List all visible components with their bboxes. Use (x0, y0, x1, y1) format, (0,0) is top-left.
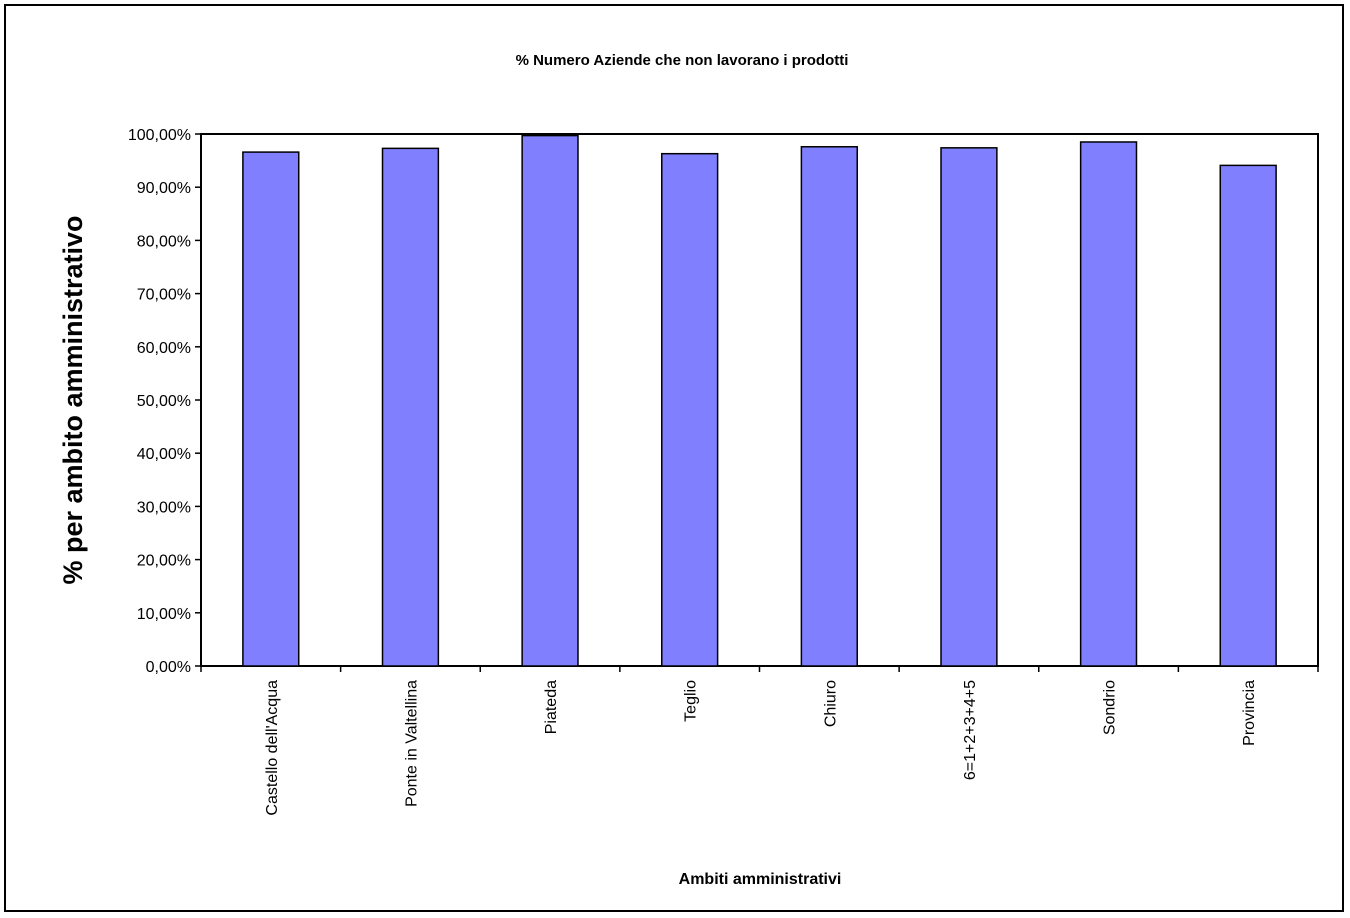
x-axis-title: Ambiti amministrativi (679, 871, 842, 888)
x-tick-label: Provincia (1241, 680, 1258, 746)
plot-area (200, 133, 1319, 667)
x-tick-label: Castello dell'Acqua (264, 680, 281, 816)
y-tick-label: 10,00% (137, 606, 191, 623)
x-tick-label: Sondrio (1102, 680, 1119, 735)
y-tick-label: 70,00% (137, 287, 191, 304)
x-tick-label: Piateda (543, 680, 560, 734)
bar (1219, 164, 1277, 667)
x-tick-label: Ponte in Valtellina (403, 680, 420, 807)
x-axis: Castello dell'Acqua Ponte in Valtellina Pi… (200, 666, 1319, 816)
y-tick-label: 40,00% (137, 446, 191, 463)
bar (521, 134, 579, 667)
bar (242, 151, 300, 667)
x-tick-label: 6=1+2+3+4+5 (962, 680, 979, 780)
y-tick-label: 80,00% (137, 233, 191, 250)
x-tick-label: Teglio (683, 680, 700, 722)
y-axis-title: % per ambito amministrativo (58, 215, 88, 584)
bars (242, 134, 1277, 667)
y-axis: 0,00% 10,00% 20,00% 30,00% 40,00% 50,00% 60,00… (128, 127, 201, 676)
y-tick-label: 50,00% (137, 393, 191, 410)
y-tick-label: 60,00% (137, 340, 191, 357)
y-tick-label: 90,00% (137, 180, 191, 197)
y-tick-label: 100,00% (128, 127, 191, 144)
chart-title: % Numero Aziende che non lavorano i prod… (516, 52, 849, 69)
bar (800, 146, 858, 667)
bar (661, 152, 719, 667)
bar (381, 147, 440, 667)
y-tick-label: 0,00% (146, 659, 191, 676)
bar (1079, 141, 1138, 667)
bar (940, 147, 998, 667)
y-tick-label: 20,00% (137, 553, 191, 570)
y-tick-label: 30,00% (137, 499, 191, 516)
x-tick-label: Chiuro (822, 680, 839, 727)
